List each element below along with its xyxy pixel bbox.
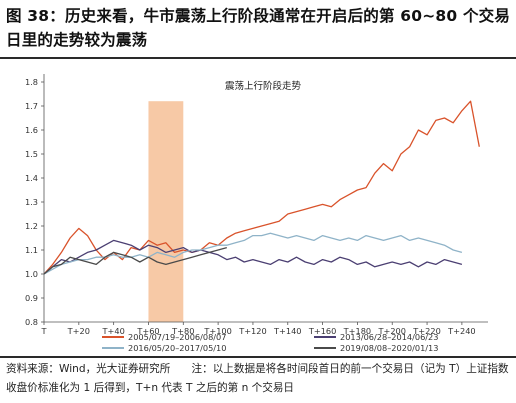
series-line-1: [43, 100, 480, 275]
legend-label-4: 2019/08/08–2020/01/13: [340, 343, 438, 353]
x-tick-label: T+80: [171, 326, 194, 336]
x-tick-label: T+100: [203, 326, 232, 336]
y-tick-label: 1.1: [25, 245, 38, 255]
series-line-3: [43, 232, 463, 275]
y-tick-label: 1.7: [25, 101, 38, 111]
bottom-divider: [0, 356, 516, 358]
legend-label-1: 2005/07/19–2006/08/07: [128, 332, 226, 342]
note-text: 注：以上数据是将各时间段首日的前一个交易日（记为 T）上证指数收盘价标准化为 1…: [6, 363, 509, 394]
y-tick-label: 1.6: [25, 125, 38, 135]
y-tick-label: 1.3: [25, 197, 38, 207]
y-tick-label: 1.4: [25, 173, 38, 183]
x-tick-label: T+200: [377, 326, 406, 336]
figure-title: 图 38：历史来看，牛市震荡上行阶段通常在开启后的第 60~80 个交易日里的走…: [6, 7, 511, 49]
source-note: 资料来源：Wind，光大证券研究所 注：以上数据是将各时间段首日的前一个交易日（…: [6, 360, 512, 398]
x-tick-label: T+220: [412, 326, 441, 336]
x-tick-label: T+120: [238, 326, 267, 336]
series-line-4: [43, 246, 227, 275]
line-chart: 0.8 0.9 1.0 1.1 1.2 1.3 1.4 1.5 1.6 1.7 1.8 T T+20 T+…: [25, 74, 488, 353]
legend-label-3: 2016/05/20–2017/05/10: [128, 343, 226, 353]
series-line-2: [43, 239, 463, 275]
legend-label-2: 2013/06/28–2014/06/23: [340, 332, 438, 342]
chart-title: 震荡上行阶段走势: [225, 80, 302, 92]
y-tick-label: 1.5: [25, 149, 38, 159]
x-tick-label: T+160: [308, 326, 337, 336]
source-text: 资料来源：Wind，光大证券研究所: [6, 363, 171, 375]
x-tick-label: T+180: [343, 326, 372, 336]
highlight-band: [148, 101, 184, 322]
y-tick-label: 1.0: [25, 269, 38, 279]
x-tick-label: T+240: [447, 326, 476, 336]
top-divider: [0, 57, 516, 59]
y-tick-label: 0.9: [25, 293, 38, 303]
y-tick-label: 0.8: [25, 317, 38, 327]
x-tick-label: T+40: [102, 326, 125, 336]
y-tick-label: 1.2: [25, 221, 38, 231]
x-tick-label: T: [40, 326, 47, 336]
x-tick-label: T+140: [273, 326, 302, 336]
y-tick-label: 1.8: [25, 77, 38, 87]
x-tick-label: T+60: [136, 326, 159, 336]
x-tick-label: T+20: [67, 326, 90, 336]
